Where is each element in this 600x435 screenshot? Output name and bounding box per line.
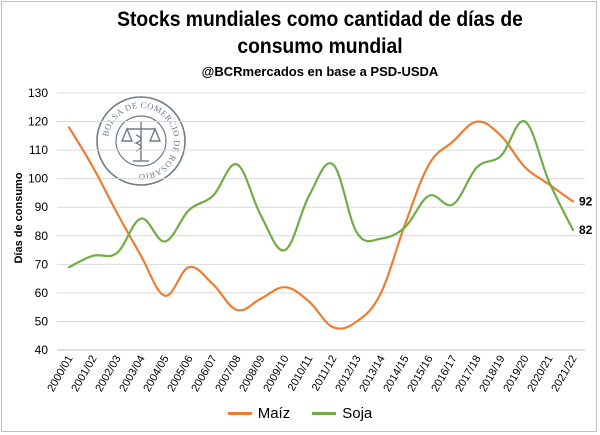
y-axis-label: Días de consumo: [13, 172, 25, 263]
y-tick-label: 80: [35, 229, 49, 243]
legend-swatch-soja: [312, 412, 337, 415]
y-axis-ticks: 40 50 60 70 80 90 100 110 120 130: [28, 86, 48, 357]
legend-label-soja: Soja: [342, 405, 373, 422]
series-lines: [67, 120, 575, 330]
y-tick-label: 120: [28, 115, 48, 129]
y-tick-label: 110: [29, 143, 48, 157]
series-line-maiz: [67, 120, 575, 330]
end-label-soja: 82: [579, 223, 593, 237]
y-tick-label: 50: [35, 314, 49, 328]
x-axis-ticks: 2000/012001/022002/032003/042004/052005/…: [45, 354, 579, 394]
chart-subtitle: @BCRmercados en base a PSD-USDA: [201, 64, 439, 79]
y-tick-label: 100: [28, 172, 48, 186]
y-tick-label: 130: [28, 86, 48, 100]
y-tick-label: 60: [35, 286, 49, 300]
y-tick-label: 90: [35, 200, 49, 214]
legend-swatch-maiz: [227, 412, 252, 415]
end-labels: 92 82: [579, 195, 593, 238]
y-tick-label: 70: [35, 257, 49, 271]
series-line-soja: [67, 120, 575, 269]
bolsa-comercio-rosario-logo: BOLSA DE COMERCIO DE ROSARIO: [96, 96, 186, 186]
legend-item-maiz: Maíz: [227, 405, 291, 422]
y-tick-label: 40: [35, 343, 49, 357]
legend: Maíz Soja: [0, 405, 600, 422]
chart-title-line1: Stocks mundiales como cantidad de días d…: [117, 8, 523, 31]
legend-item-soja: Soja: [312, 405, 372, 422]
end-label-maiz: 92: [579, 195, 593, 209]
chart-title-line2: consumo mundial: [237, 35, 403, 58]
legend-label-maiz: Maíz: [257, 405, 291, 422]
chart-title: Stocks mundiales como cantidad de días d…: [62, 6, 577, 60]
